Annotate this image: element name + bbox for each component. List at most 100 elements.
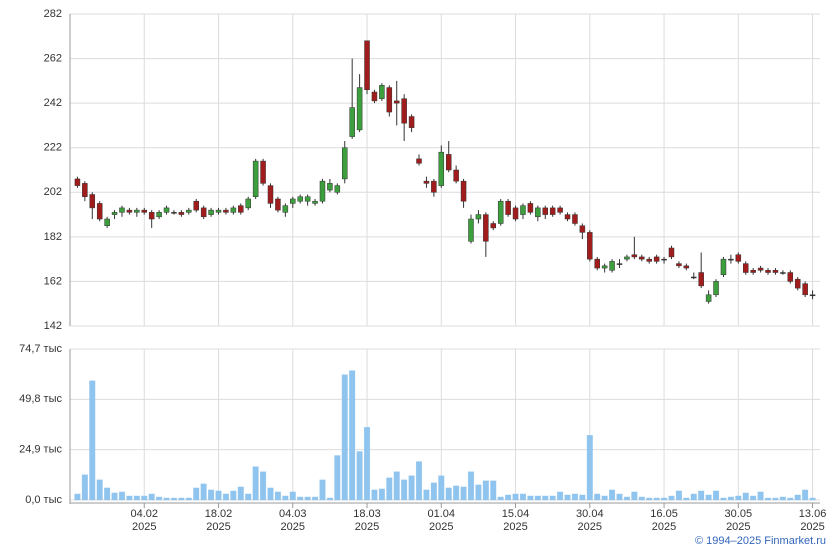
volume-bar	[549, 495, 556, 501]
volume-bar	[661, 497, 668, 501]
y-tick-label: 49,8 тыс	[19, 393, 62, 405]
x-tick-label: 13.06 2025	[798, 508, 827, 533]
y-tick-label: 24,9 тыс	[19, 444, 62, 456]
candle-body	[676, 263, 682, 267]
candle-body	[742, 263, 749, 273]
volume-bar	[126, 495, 133, 501]
candle-body	[445, 154, 452, 171]
candle-body	[141, 209, 148, 213]
candle-body	[371, 91, 378, 102]
candle-body	[393, 100, 400, 104]
candle-body	[794, 278, 801, 289]
volume-bar	[74, 493, 81, 501]
volume-bar	[675, 490, 682, 501]
volume-bar	[215, 490, 222, 501]
volume-bar	[438, 475, 445, 501]
candle-body	[252, 160, 259, 197]
y-tick-label: 222	[44, 142, 62, 154]
volume-bar	[363, 426, 371, 501]
volume-bar	[579, 494, 586, 501]
candle-body	[809, 294, 816, 297]
candle-body	[230, 207, 237, 213]
volume-bar	[505, 494, 512, 501]
volume-bar	[222, 493, 229, 501]
candle-body	[579, 225, 586, 233]
volume-bar	[111, 492, 118, 501]
candle-body	[304, 196, 311, 202]
volume-bar	[779, 496, 786, 501]
candle-body	[772, 270, 779, 273]
volume-bar	[141, 495, 148, 501]
volume-bar	[720, 497, 727, 501]
volume-bar	[193, 487, 200, 501]
candle-body	[223, 209, 229, 213]
volume-bar	[393, 471, 400, 501]
candle-body	[119, 207, 125, 213]
volume-bar	[415, 461, 423, 501]
volume-bar	[319, 479, 326, 501]
volume-bar	[467, 471, 475, 501]
candle-body	[408, 116, 415, 128]
volume-bar	[430, 482, 437, 501]
candle-body	[564, 214, 571, 220]
volume-bar	[809, 497, 816, 501]
candle-body	[594, 258, 600, 269]
volume-bar	[163, 497, 170, 501]
candle-body	[653, 256, 660, 262]
candle-body	[668, 247, 675, 258]
volume-bar	[698, 490, 705, 501]
x-tick-label: 18.03 2025	[353, 508, 381, 533]
candle-body	[148, 212, 155, 220]
candle-body	[431, 180, 437, 193]
candle-body	[483, 214, 489, 242]
volume-bar	[646, 497, 653, 501]
candle-body	[379, 85, 385, 99]
volume-bar	[683, 497, 690, 501]
candle-body	[572, 214, 578, 224]
volume-bar	[245, 493, 252, 501]
candle-body	[750, 270, 756, 273]
volume-bar	[653, 497, 660, 501]
volume-bar	[794, 494, 801, 501]
candle-body	[96, 203, 103, 220]
candle-body	[208, 209, 214, 215]
volume-bar	[304, 496, 311, 501]
candle-body	[260, 160, 266, 184]
candle-body	[89, 194, 96, 209]
candle-body	[520, 205, 526, 215]
candle-body	[364, 40, 370, 91]
volume-bar	[260, 471, 267, 501]
y-tick-label: 242	[44, 97, 62, 109]
volume-bar	[750, 495, 757, 501]
candle-body	[765, 270, 771, 273]
candle-body	[683, 265, 690, 269]
candle-body	[401, 98, 407, 124]
volume-bar	[705, 494, 712, 501]
candle-body	[490, 223, 497, 229]
volume-bar	[311, 496, 319, 501]
candle-body	[282, 205, 289, 213]
candle-body	[178, 212, 185, 215]
y-tick-label: 182	[44, 231, 62, 243]
footer[interactable]: © 1994–2025 Finmarket.ru	[694, 535, 826, 547]
volume-bar	[742, 492, 749, 501]
volume-bar	[512, 493, 519, 501]
volume-bar	[289, 491, 296, 501]
volume-bar	[297, 496, 304, 501]
volume-bar	[252, 466, 259, 501]
volume-bar	[282, 495, 289, 501]
volume-bar	[787, 497, 794, 501]
candle-body	[661, 258, 667, 261]
candle-body	[312, 200, 318, 204]
y-tick-label: 202	[44, 186, 62, 198]
volume-bar	[274, 491, 281, 501]
volume-bar	[638, 496, 645, 501]
volume-bar	[148, 493, 155, 501]
volume-bar	[586, 435, 593, 501]
candle-body	[616, 263, 623, 265]
candle-body	[549, 207, 556, 215]
candle-body	[82, 183, 88, 197]
volume-bar	[519, 493, 527, 501]
volume-bar	[356, 451, 363, 501]
candle-body	[475, 214, 482, 220]
